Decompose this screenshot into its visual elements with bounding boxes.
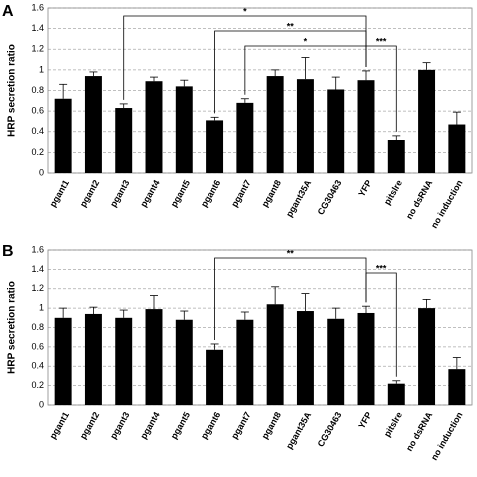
x-tick-label: pgant35A <box>284 410 313 451</box>
x-tick-label: pgant7 <box>229 178 252 209</box>
plot-frame <box>47 249 473 406</box>
bar <box>357 80 375 173</box>
y-tick-label: 0.2 <box>31 147 44 157</box>
bar <box>296 311 314 405</box>
significance-label: *** <box>376 263 387 273</box>
y-tick-label: 1 <box>39 303 44 313</box>
x-tick-label: CG30463 <box>316 178 344 216</box>
bar <box>54 98 72 173</box>
x-tick-label: YFP <box>356 410 373 430</box>
y-tick-label: 1.6 <box>31 2 44 12</box>
y-tick-label: 1.6 <box>31 244 44 254</box>
significance-label: *** <box>376 36 387 46</box>
bar <box>266 76 284 173</box>
bar <box>84 76 102 173</box>
y-tick-label: 0.8 <box>31 85 44 95</box>
x-tick-label: pgant4 <box>138 410 161 441</box>
y-tick-label: 0.4 <box>31 361 44 371</box>
plot-frame <box>47 7 473 174</box>
bar <box>387 140 405 173</box>
x-tick-label: no dsRNA <box>404 178 435 221</box>
y-tick-label: 1 <box>39 64 44 74</box>
x-tick-label: pgant8 <box>260 178 283 209</box>
bar <box>84 313 102 405</box>
y-tick-label: 1.4 <box>31 23 44 33</box>
panel-label: B <box>2 243 14 260</box>
bar <box>296 79 314 173</box>
panel-label: A <box>2 3 14 20</box>
bar <box>115 317 133 405</box>
y-axis-title: HRP secretion ratio <box>7 44 18 137</box>
bar <box>145 81 163 173</box>
bar <box>206 120 224 173</box>
bar <box>448 369 466 405</box>
bar <box>418 308 436 405</box>
bar <box>54 317 72 405</box>
bar <box>175 86 193 173</box>
significance-bracket <box>365 272 397 377</box>
x-tick-label: no induction <box>429 178 465 230</box>
x-tick-label: pgant6 <box>199 410 222 441</box>
bar <box>236 102 254 173</box>
bar <box>266 304 284 405</box>
x-tick-label: pitslre <box>382 410 404 438</box>
x-tick-label: pgant35A <box>284 178 313 219</box>
significance-bracket <box>365 45 397 132</box>
x-tick-label: pgant5 <box>169 178 192 209</box>
y-tick-label: 0.4 <box>31 126 44 136</box>
x-tick-label: pgant5 <box>169 410 192 441</box>
x-tick-label: pgant8 <box>260 410 283 441</box>
bar <box>357 312 375 405</box>
bar <box>115 108 133 173</box>
x-tick-label: pgant7 <box>229 410 252 441</box>
y-tick-label: 1.2 <box>31 44 44 54</box>
significance-label: ** <box>287 21 295 31</box>
y-tick-label: 0.6 <box>31 106 44 116</box>
x-tick-label: pgant2 <box>78 410 101 441</box>
bar <box>175 319 193 405</box>
significance-label: ** <box>287 248 295 258</box>
x-tick-label: CG30463 <box>316 410 344 448</box>
y-tick-label: 0.6 <box>31 341 44 351</box>
x-tick-label: no induction <box>429 410 465 462</box>
x-tick-label: pgant2 <box>78 178 101 209</box>
bar <box>387 383 405 405</box>
y-tick-label: 0.8 <box>31 322 44 332</box>
y-tick-label: 1.2 <box>31 283 44 293</box>
bar <box>327 318 345 405</box>
x-tick-label: pgant4 <box>138 178 161 209</box>
significance-label: * <box>304 36 308 46</box>
x-tick-label: YFP <box>356 178 373 198</box>
y-tick-label: 0.2 <box>31 380 44 390</box>
x-tick-label: pgant3 <box>108 178 131 209</box>
y-tick-label: 0 <box>39 399 44 409</box>
x-tick-label: pgant3 <box>108 410 131 441</box>
x-tick-label: pgant1 <box>48 178 71 209</box>
bar <box>145 309 163 405</box>
x-tick-label: pgant6 <box>199 178 222 209</box>
x-tick-label: pitslre <box>382 178 404 206</box>
y-tick-label: 0 <box>39 167 44 177</box>
y-axis-title: HRP secretion ratio <box>7 281 18 374</box>
x-tick-label: pgant1 <box>48 410 71 441</box>
significance-label: * <box>243 6 247 16</box>
bar <box>448 124 466 173</box>
bar <box>206 349 224 405</box>
bar <box>327 89 345 173</box>
bar <box>236 319 254 405</box>
bar <box>418 69 436 173</box>
x-tick-label: no dsRNA <box>404 410 435 453</box>
y-tick-label: 1.4 <box>31 264 44 274</box>
